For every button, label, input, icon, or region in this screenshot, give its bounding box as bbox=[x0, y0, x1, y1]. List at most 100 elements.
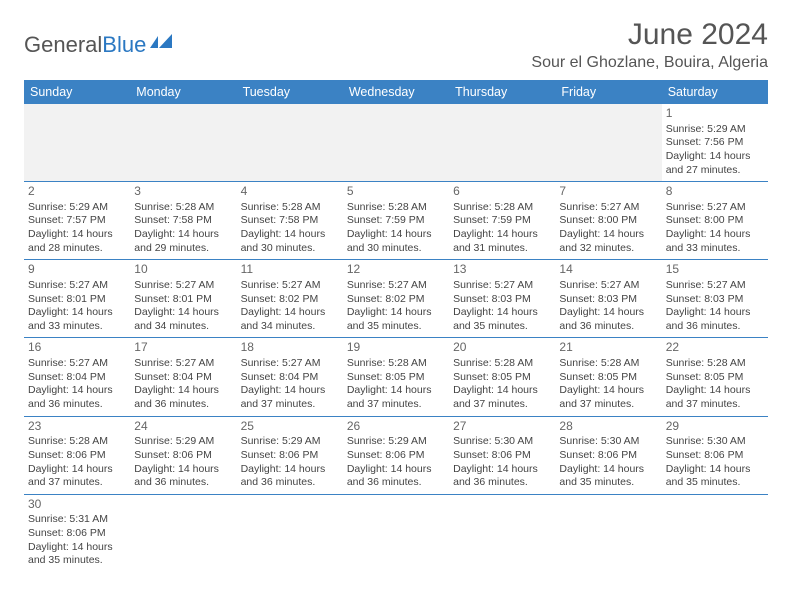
calendar-cell bbox=[555, 494, 661, 572]
cell-text: Daylight: 14 hours bbox=[453, 228, 551, 242]
cell-text: Daylight: 14 hours bbox=[347, 228, 445, 242]
calendar-cell: 28Sunrise: 5:30 AMSunset: 8:06 PMDayligh… bbox=[555, 416, 661, 494]
cell-text: Sunrise: 5:30 AM bbox=[666, 435, 764, 449]
day-number: 13 bbox=[453, 262, 551, 278]
calendar-cell: 2Sunrise: 5:29 AMSunset: 7:57 PMDaylight… bbox=[24, 182, 130, 260]
cell-text: Daylight: 14 hours bbox=[453, 384, 551, 398]
day-number: 4 bbox=[241, 184, 339, 200]
cell-text: Sunset: 7:57 PM bbox=[28, 214, 126, 228]
cell-text: Daylight: 14 hours bbox=[666, 384, 764, 398]
calendar-week: 23Sunrise: 5:28 AMSunset: 8:06 PMDayligh… bbox=[24, 416, 768, 494]
day-number: 26 bbox=[347, 419, 445, 435]
calendar-cell: 27Sunrise: 5:30 AMSunset: 8:06 PMDayligh… bbox=[449, 416, 555, 494]
day-number: 3 bbox=[134, 184, 232, 200]
day-number: 27 bbox=[453, 419, 551, 435]
cell-text: and 33 minutes. bbox=[28, 320, 126, 334]
cell-text: and 34 minutes. bbox=[134, 320, 232, 334]
cell-text: Sunset: 8:06 PM bbox=[347, 449, 445, 463]
day-header: Friday bbox=[555, 80, 661, 104]
cell-text: and 35 minutes. bbox=[453, 320, 551, 334]
cell-text: Sunrise: 5:29 AM bbox=[347, 435, 445, 449]
cell-text: Sunrise: 5:27 AM bbox=[559, 201, 657, 215]
day-number: 7 bbox=[559, 184, 657, 200]
cell-text: and 35 minutes. bbox=[347, 320, 445, 334]
day-number: 14 bbox=[559, 262, 657, 278]
calendar-cell: 26Sunrise: 5:29 AMSunset: 8:06 PMDayligh… bbox=[343, 416, 449, 494]
calendar-cell: 10Sunrise: 5:27 AMSunset: 8:01 PMDayligh… bbox=[130, 260, 236, 338]
cell-text: and 27 minutes. bbox=[666, 164, 764, 178]
cell-text: Sunrise: 5:28 AM bbox=[453, 357, 551, 371]
cell-text: Sunset: 8:03 PM bbox=[453, 293, 551, 307]
cell-text: Sunset: 8:05 PM bbox=[347, 371, 445, 385]
calendar-cell: 20Sunrise: 5:28 AMSunset: 8:05 PMDayligh… bbox=[449, 338, 555, 416]
cell-text: and 36 minutes. bbox=[28, 398, 126, 412]
cell-text: Sunrise: 5:28 AM bbox=[28, 435, 126, 449]
month-title: June 2024 bbox=[531, 18, 768, 52]
calendar-cell bbox=[24, 104, 130, 182]
cell-text: Daylight: 14 hours bbox=[559, 306, 657, 320]
cell-text: Daylight: 14 hours bbox=[28, 463, 126, 477]
calendar-cell bbox=[130, 494, 236, 572]
cell-text: and 36 minutes. bbox=[134, 398, 232, 412]
calendar-cell: 17Sunrise: 5:27 AMSunset: 8:04 PMDayligh… bbox=[130, 338, 236, 416]
cell-text: Sunset: 8:05 PM bbox=[666, 371, 764, 385]
day-number: 6 bbox=[453, 184, 551, 200]
cell-text: and 37 minutes. bbox=[559, 398, 657, 412]
cell-text: Daylight: 14 hours bbox=[28, 541, 126, 555]
calendar-week: 30Sunrise: 5:31 AMSunset: 8:06 PMDayligh… bbox=[24, 494, 768, 572]
calendar-cell bbox=[449, 494, 555, 572]
cell-text: Sunrise: 5:28 AM bbox=[559, 357, 657, 371]
cell-text: and 29 minutes. bbox=[134, 242, 232, 256]
day-header: Wednesday bbox=[343, 80, 449, 104]
cell-text: Daylight: 14 hours bbox=[241, 463, 339, 477]
cell-text: and 36 minutes. bbox=[134, 476, 232, 490]
cell-text: and 35 minutes. bbox=[666, 476, 764, 490]
cell-text: Daylight: 14 hours bbox=[134, 463, 232, 477]
cell-text: Sunset: 8:05 PM bbox=[453, 371, 551, 385]
day-header: Tuesday bbox=[237, 80, 343, 104]
cell-text: Sunrise: 5:28 AM bbox=[347, 357, 445, 371]
cell-text: Sunrise: 5:28 AM bbox=[666, 357, 764, 371]
cell-text: Sunrise: 5:28 AM bbox=[134, 201, 232, 215]
cell-text: Daylight: 14 hours bbox=[241, 384, 339, 398]
cell-text: Daylight: 14 hours bbox=[453, 306, 551, 320]
cell-text: Sunrise: 5:27 AM bbox=[28, 279, 126, 293]
calendar-cell: 5Sunrise: 5:28 AMSunset: 7:59 PMDaylight… bbox=[343, 182, 449, 260]
calendar-cell: 19Sunrise: 5:28 AMSunset: 8:05 PMDayligh… bbox=[343, 338, 449, 416]
cell-text: Sunset: 8:06 PM bbox=[28, 449, 126, 463]
cell-text: Daylight: 14 hours bbox=[134, 306, 232, 320]
day-number: 21 bbox=[559, 340, 657, 356]
cell-text: Sunset: 8:06 PM bbox=[559, 449, 657, 463]
calendar-body: 1Sunrise: 5:29 AMSunset: 7:56 PMDaylight… bbox=[24, 104, 768, 572]
cell-text: Sunrise: 5:27 AM bbox=[666, 201, 764, 215]
calendar-cell: 29Sunrise: 5:30 AMSunset: 8:06 PMDayligh… bbox=[662, 416, 768, 494]
calendar-cell bbox=[237, 104, 343, 182]
cell-text: and 37 minutes. bbox=[241, 398, 339, 412]
day-number: 16 bbox=[28, 340, 126, 356]
cell-text: and 31 minutes. bbox=[453, 242, 551, 256]
cell-text: Sunset: 8:01 PM bbox=[134, 293, 232, 307]
cell-text: Sunrise: 5:28 AM bbox=[347, 201, 445, 215]
calendar-cell: 15Sunrise: 5:27 AMSunset: 8:03 PMDayligh… bbox=[662, 260, 768, 338]
calendar-cell bbox=[449, 104, 555, 182]
day-number: 8 bbox=[666, 184, 764, 200]
cell-text: Daylight: 14 hours bbox=[347, 463, 445, 477]
cell-text: Daylight: 14 hours bbox=[347, 384, 445, 398]
day-number: 1 bbox=[666, 106, 764, 122]
cell-text: Sunrise: 5:27 AM bbox=[28, 357, 126, 371]
cell-text: Daylight: 14 hours bbox=[28, 306, 126, 320]
day-header: Saturday bbox=[662, 80, 768, 104]
calendar-cell: 25Sunrise: 5:29 AMSunset: 8:06 PMDayligh… bbox=[237, 416, 343, 494]
cell-text: Sunset: 8:06 PM bbox=[666, 449, 764, 463]
calendar-cell: 6Sunrise: 5:28 AMSunset: 7:59 PMDaylight… bbox=[449, 182, 555, 260]
header: GeneralBlue June 2024 Sour el Ghozlane, … bbox=[24, 18, 768, 72]
calendar-week: 9Sunrise: 5:27 AMSunset: 8:01 PMDaylight… bbox=[24, 260, 768, 338]
cell-text: Sunrise: 5:28 AM bbox=[453, 201, 551, 215]
cell-text: and 30 minutes. bbox=[241, 242, 339, 256]
day-number: 15 bbox=[666, 262, 764, 278]
calendar-cell: 14Sunrise: 5:27 AMSunset: 8:03 PMDayligh… bbox=[555, 260, 661, 338]
day-number: 9 bbox=[28, 262, 126, 278]
cell-text: Sunset: 8:06 PM bbox=[134, 449, 232, 463]
calendar-cell bbox=[662, 494, 768, 572]
day-number: 2 bbox=[28, 184, 126, 200]
